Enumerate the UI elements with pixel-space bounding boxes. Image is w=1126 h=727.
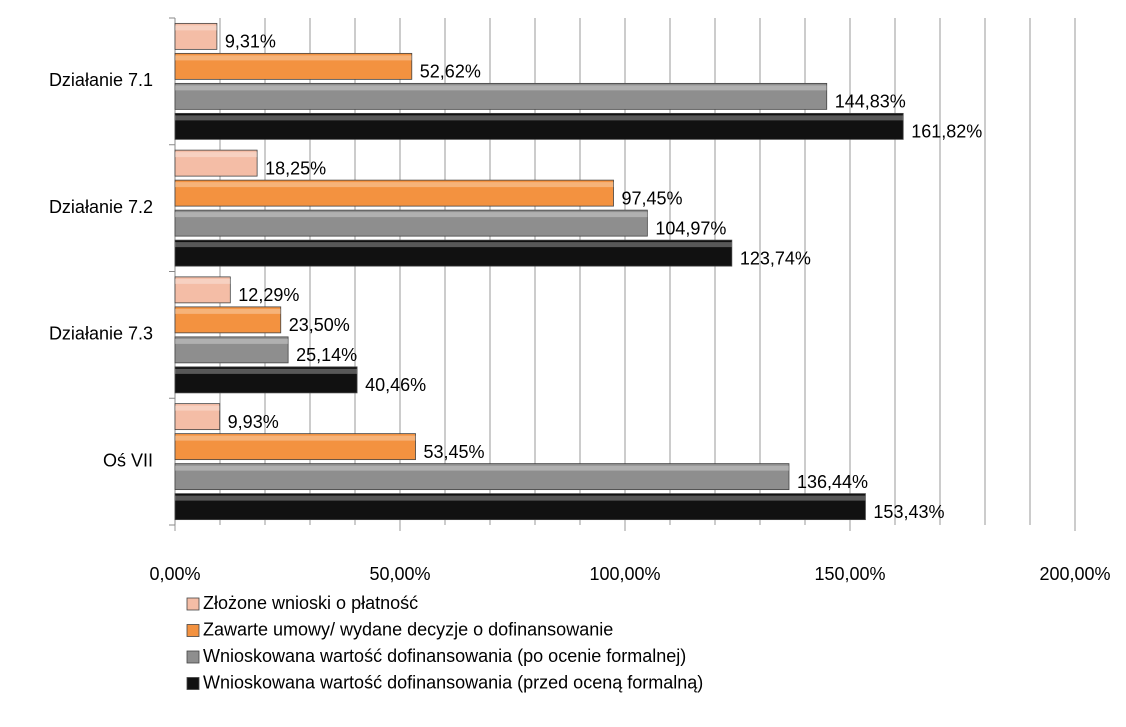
data-label: 9,31%	[225, 32, 276, 52]
data-label: 123,74%	[740, 248, 811, 268]
bar-highlight	[175, 465, 789, 471]
data-label: 144,83%	[835, 92, 906, 112]
bar-highlight	[175, 495, 866, 501]
bar	[174, 276, 231, 304]
data-label: 23,50%	[289, 315, 350, 335]
bar	[174, 493, 866, 521]
bar	[174, 149, 258, 177]
y-tick-label: Oś VII	[103, 450, 153, 470]
y-tick-label: Działanie 7.3	[49, 324, 153, 344]
bar-highlight	[175, 278, 231, 284]
legend-label: Złożone wnioski o płatność	[203, 593, 418, 613]
bar-highlight	[175, 338, 289, 344]
legend-swatch	[186, 650, 200, 664]
bar-highlight	[175, 212, 648, 218]
bar	[174, 366, 358, 394]
bar	[174, 403, 221, 431]
bar-highlight	[175, 368, 358, 374]
data-label: 52,62%	[420, 62, 481, 82]
data-label: 104,97%	[655, 218, 726, 238]
data-label: 97,45%	[622, 188, 683, 208]
bar-highlight	[175, 85, 827, 91]
data-label: 161,82%	[911, 122, 982, 142]
bar-highlight	[175, 25, 217, 31]
data-label: 18,25%	[265, 158, 326, 178]
bar-highlight	[175, 55, 412, 61]
x-tick-label: 200,00%	[1039, 564, 1110, 584]
data-label: 153,43%	[873, 502, 944, 522]
data-label: 12,29%	[238, 285, 299, 305]
data-label: 136,44%	[797, 472, 868, 492]
legend-label: Zawarte umowy/ wydane decyzje o dofinans…	[203, 619, 613, 639]
bar	[174, 463, 790, 491]
data-label: 40,46%	[365, 375, 426, 395]
legend-swatch	[186, 624, 200, 637]
y-tick-label: Działanie 7.1	[49, 70, 153, 90]
bar	[174, 82, 828, 110]
bar-highlight	[175, 182, 614, 188]
x-tick-label: 150,00%	[814, 564, 885, 584]
x-tick-label: 0,00%	[149, 564, 200, 584]
bar	[174, 336, 289, 364]
bar	[174, 52, 413, 80]
data-label: 53,45%	[424, 442, 485, 462]
x-tick-label: 100,00%	[589, 564, 660, 584]
bar-highlight	[175, 405, 220, 411]
bar	[174, 239, 733, 267]
data-label: 9,93%	[228, 412, 279, 432]
bar-highlight	[175, 115, 904, 121]
legend-label: Wnioskowana wartość dofinansowania (prze…	[203, 672, 703, 692]
bar	[174, 22, 218, 50]
legend-label: Wnioskowana wartość dofinansowania (po o…	[203, 646, 686, 666]
bar-highlight	[175, 152, 258, 158]
bar	[174, 433, 416, 461]
bar	[174, 306, 282, 334]
bar-highlight	[175, 308, 281, 314]
legend-swatch	[186, 597, 200, 611]
data-label: 25,14%	[296, 345, 357, 365]
legend-swatch	[186, 677, 200, 690]
bar-highlight	[175, 435, 416, 441]
y-tick-label: Działanie 7.2	[49, 197, 153, 217]
bar	[174, 179, 614, 207]
bar-highlight	[175, 242, 732, 248]
x-tick-label: 50,00%	[369, 564, 430, 584]
bar	[174, 112, 904, 140]
bar	[174, 209, 648, 237]
